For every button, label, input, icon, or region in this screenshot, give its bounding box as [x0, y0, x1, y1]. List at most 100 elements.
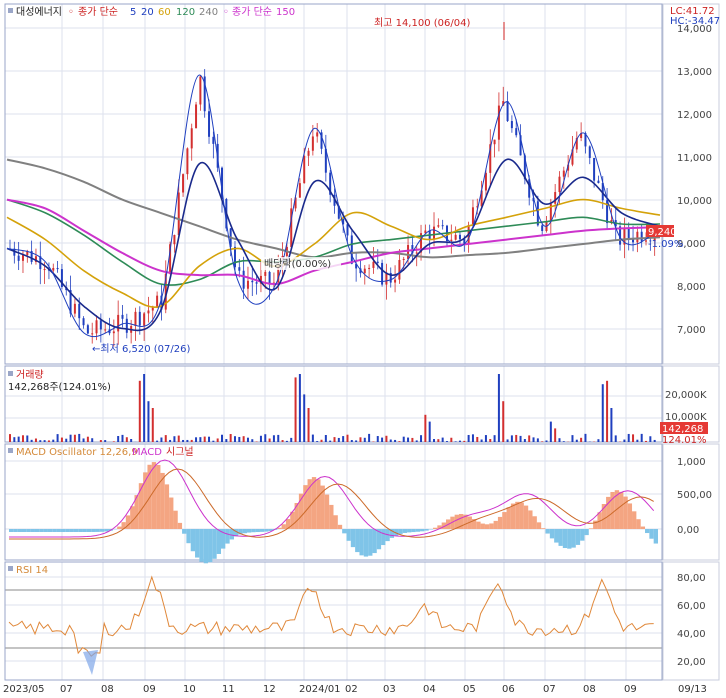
- macd-histogram-bar: [259, 529, 265, 532]
- panel-marker-icon[interactable]: [8, 566, 13, 571]
- volume-bar: [554, 428, 557, 442]
- candle-body: [242, 270, 245, 289]
- macd-histogram-bar: [554, 529, 559, 543]
- macd-histogram-bar: [580, 529, 585, 541]
- macd-histogram-bar: [476, 521, 481, 529]
- volume-bar: [121, 434, 124, 442]
- macd-histogram-bar: [463, 514, 468, 529]
- macd-histogram-bar: [264, 529, 269, 532]
- candle-body: [134, 311, 137, 327]
- candle-body: [125, 318, 128, 333]
- candle-body: [454, 234, 457, 240]
- volume-bar: [39, 440, 42, 442]
- candle-body: [190, 128, 193, 149]
- macd-histogram-bar: [567, 529, 572, 549]
- macd-histogram-bar: [307, 479, 312, 529]
- volume-bar: [376, 436, 379, 442]
- volume-bar: [43, 440, 46, 442]
- volume-bar: [420, 435, 423, 442]
- volume-bar: [601, 384, 604, 442]
- macd-histogram-bar: [203, 529, 209, 564]
- volume-bar: [545, 440, 548, 442]
- candle-body: [649, 240, 652, 242]
- candle-body: [320, 132, 323, 149]
- candle-body: [221, 167, 224, 199]
- candle-body: [372, 261, 375, 268]
- volume-bar: [458, 440, 461, 442]
- volume-bar: [515, 434, 518, 442]
- volume-bar: [381, 437, 384, 442]
- candle-body: [588, 146, 591, 158]
- candle-body: [251, 280, 254, 283]
- volume-bar: [147, 401, 150, 442]
- ma-period-120: 120: [176, 7, 195, 18]
- price-tick: 9,000: [677, 239, 706, 250]
- candle-body: [342, 218, 345, 225]
- candle-body: [164, 273, 167, 310]
- candle-body: [208, 111, 211, 137]
- macd-histogram-bar: [47, 529, 53, 532]
- candle-body: [82, 318, 85, 326]
- volume-bar: [277, 434, 280, 442]
- volume-bar: [463, 440, 466, 442]
- macd-histogram-bar: [484, 524, 490, 529]
- candle-body: [26, 251, 29, 255]
- volume-bar: [34, 438, 37, 442]
- candle-body: [368, 267, 371, 269]
- candle-body: [493, 139, 496, 145]
- volume-bar: [428, 421, 431, 442]
- macd-histogram-bar: [320, 485, 325, 529]
- macd-histogram-bar: [346, 529, 351, 541]
- macd-histogram-bar: [394, 529, 399, 536]
- macd-histogram-bar: [381, 529, 386, 546]
- macd-histogram-bar: [355, 529, 360, 553]
- volume-legend: 거래량 142,268주(124.01%): [8, 369, 111, 393]
- macd-histogram-bar: [316, 479, 321, 529]
- volume-bar: [47, 440, 50, 442]
- current-price: 9,240: [648, 227, 677, 238]
- volume-bar: [480, 439, 483, 442]
- macd-histogram-bar: [43, 529, 48, 532]
- volume-bar: [411, 437, 414, 442]
- macd-histogram-bar: [82, 529, 87, 532]
- volume-bar: [610, 408, 613, 442]
- macd-histogram-bar: [450, 516, 455, 529]
- macd-histogram-bar: [536, 522, 542, 529]
- volume-bar: [316, 441, 319, 442]
- macd-histogram-bar: [104, 529, 109, 532]
- candle-body: [212, 136, 215, 144]
- panel-marker-icon[interactable]: [8, 448, 13, 453]
- axis-frame: [662, 561, 720, 681]
- volume-bar: [26, 435, 29, 442]
- macd-histogram-bar: [415, 529, 421, 532]
- price-legend: 대성에너지 ◦ 종가 단순 5 20 60 120 240 ◦ 종가 단순 15…: [8, 6, 295, 18]
- panel-marker-icon[interactable]: [8, 371, 13, 376]
- candle-body: [601, 183, 604, 201]
- x-tick: 06: [502, 684, 515, 695]
- candle-body: [86, 325, 89, 334]
- volume-bar: [99, 440, 102, 442]
- volume-bar: [195, 437, 198, 442]
- volume-bar: [9, 434, 11, 442]
- ma2-bullet-icon: ◦: [223, 7, 229, 18]
- volume-bar: [221, 434, 224, 442]
- volume-bar: [73, 434, 76, 442]
- volume-bar: [653, 439, 656, 442]
- x-tick: 09/13: [678, 684, 707, 695]
- macd-histogram-bar: [337, 524, 343, 529]
- macd-histogram-bar: [182, 529, 187, 534]
- candle-body: [203, 76, 206, 112]
- volume-bar: [290, 437, 293, 442]
- panel-marker-icon[interactable]: [8, 8, 13, 13]
- x-tick: 08: [583, 684, 596, 695]
- candle-body: [17, 255, 20, 261]
- lc-value: LC:41.72: [670, 6, 715, 17]
- volume-bar: [251, 439, 254, 442]
- rsi-tick: 80,00: [677, 573, 706, 584]
- volume-bar: [450, 437, 453, 442]
- volume-bar: [208, 436, 211, 442]
- macd-label: MACD: [132, 447, 162, 458]
- axis-frame: [662, 443, 720, 561]
- macd-tick: 1,000: [677, 457, 706, 468]
